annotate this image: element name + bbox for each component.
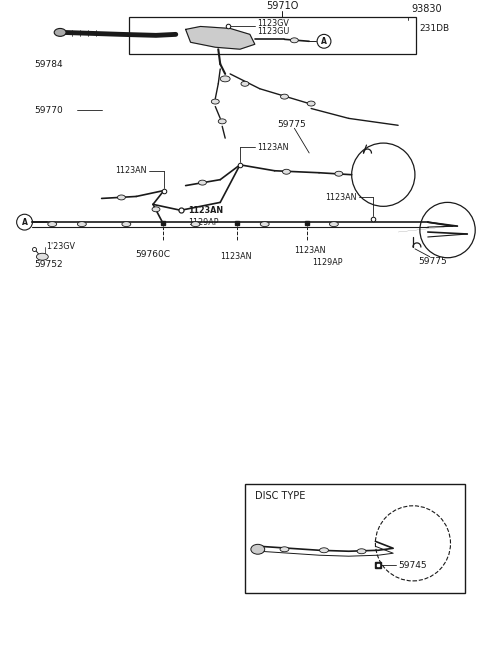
Ellipse shape [260,221,269,227]
Text: 1123AN: 1123AN [257,143,288,152]
Text: 59760C: 59760C [135,250,170,259]
Text: 1123AN: 1123AN [189,206,224,215]
Text: 1'23GV: 1'23GV [46,242,75,252]
Ellipse shape [152,207,160,212]
Ellipse shape [211,99,219,104]
Ellipse shape [357,549,366,554]
Ellipse shape [283,170,290,174]
Text: 59775: 59775 [418,257,447,266]
Text: 1123AN: 1123AN [220,252,252,261]
Text: 1123GV: 1123GV [257,19,288,28]
Ellipse shape [218,119,226,124]
Text: 1123AN: 1123AN [294,246,326,255]
Text: 5971O: 5971O [266,1,299,11]
Text: 59775: 59775 [277,120,306,129]
Polygon shape [186,26,255,49]
Text: 231DB: 231DB [419,24,449,33]
Text: 1123AN: 1123AN [325,193,357,202]
Ellipse shape [48,221,57,227]
Ellipse shape [122,221,131,227]
Text: A: A [22,217,27,227]
Text: 1129AP: 1129AP [189,217,219,227]
Text: 93830: 93830 [411,4,442,14]
Ellipse shape [329,221,338,227]
Ellipse shape [118,195,125,200]
Ellipse shape [280,547,289,552]
Ellipse shape [280,94,288,99]
Ellipse shape [307,101,315,106]
Bar [245,484,465,593]
Ellipse shape [191,221,200,227]
Text: 1123GU: 1123GU [257,27,289,36]
Ellipse shape [77,221,86,227]
Ellipse shape [220,76,230,82]
Text: DISC TYPE: DISC TYPE [255,491,305,501]
Ellipse shape [36,254,48,260]
Text: A: A [321,37,327,46]
Text: 59752: 59752 [35,260,63,269]
Bar [129,16,416,54]
Ellipse shape [320,548,328,553]
Text: 59745: 59745 [398,560,427,570]
Ellipse shape [199,180,206,185]
Text: 1129AP: 1129AP [312,258,343,267]
Ellipse shape [241,81,249,86]
Text: 1123AN: 1123AN [116,166,147,175]
Text: 59770: 59770 [35,106,63,115]
Ellipse shape [251,545,264,555]
Text: 59784: 59784 [35,60,63,68]
Ellipse shape [54,28,66,36]
Ellipse shape [335,171,343,176]
Ellipse shape [290,38,298,43]
